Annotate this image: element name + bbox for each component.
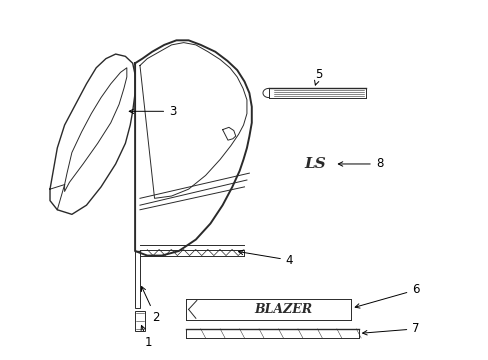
Text: BLAZER: BLAZER	[254, 303, 312, 316]
Text: 7: 7	[362, 322, 419, 336]
Text: 1: 1	[141, 325, 152, 349]
Text: LS: LS	[304, 157, 325, 171]
Text: 8: 8	[338, 157, 383, 171]
Text: 5: 5	[314, 68, 322, 85]
Text: 3: 3	[129, 105, 176, 118]
Text: 6: 6	[354, 283, 419, 308]
Text: 4: 4	[238, 250, 293, 267]
Text: 2: 2	[141, 287, 159, 324]
